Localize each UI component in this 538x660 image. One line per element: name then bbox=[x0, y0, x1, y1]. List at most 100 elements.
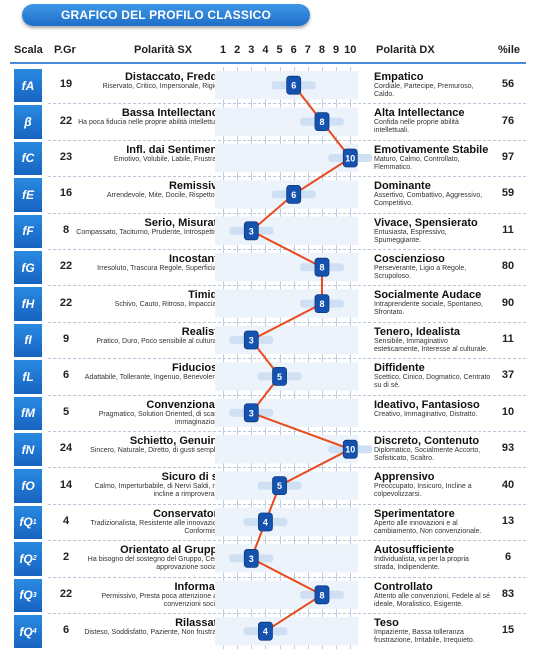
score-marker-label: 3 bbox=[249, 336, 254, 346]
pole-left-description: Arrendevole, Mite, Docile, Rispettoso. bbox=[106, 192, 224, 200]
percentile-value: 83 bbox=[501, 587, 515, 600]
pole-right-description: Perseverante, Ligio a Regole, Scrupoloso… bbox=[374, 265, 467, 280]
scale-label: fQ 1 bbox=[14, 505, 42, 540]
row-separator bbox=[48, 176, 526, 178]
pole-left: Incostante Irresoluto, Trascura Regole, S… bbox=[76, 253, 224, 273]
row-separator bbox=[48, 467, 526, 469]
pole-right-title: Ideativo, Fantasioso bbox=[374, 398, 480, 411]
score-marker: 8 bbox=[314, 294, 330, 314]
pole-left-description: Adattabile, Tollerante, Ingenuo, Benevol… bbox=[84, 374, 224, 382]
pole-right: Ideativo, Fantasioso Creativo, Immaginati… bbox=[374, 399, 492, 419]
score-marker: 3 bbox=[243, 330, 259, 350]
score-marker-label: 10 bbox=[345, 445, 355, 455]
pole-right: Alta Intellectance Confida nelle proprie … bbox=[374, 107, 492, 135]
scale-label: fC bbox=[14, 141, 42, 176]
scale-label: fI bbox=[14, 323, 42, 358]
raw-score: 22 bbox=[59, 296, 73, 309]
scale-label: β bbox=[14, 105, 42, 139]
raw-score: 19 bbox=[59, 78, 73, 91]
score-marker-label: 3 bbox=[249, 226, 254, 236]
x-tick-label: 1 bbox=[219, 44, 227, 56]
pole-left-title: Sicuro di sé bbox=[161, 471, 224, 484]
pole-right-description: Scettico, Cinico, Dogmatico, Centrato su… bbox=[374, 374, 491, 390]
header-percentile: %ile bbox=[498, 44, 521, 56]
pole-right: Tenero, Idealista Sensibile, Immaginativo… bbox=[374, 326, 492, 354]
pole-right: Vivace, Spensierato Entusiasta, Espressiv… bbox=[374, 217, 492, 245]
pole-left-description: Ha poca fiducia nelle proprie abilità in… bbox=[78, 119, 224, 127]
pole-right-description: Creativo, Immaginativo, Distratto. bbox=[374, 410, 478, 418]
score-marker-label: 8 bbox=[319, 117, 324, 127]
pole-left-description: Sincero, Naturale, Diretto, di gusti sem… bbox=[90, 447, 224, 454]
pole-right: Apprensivo Preoccupato, Insicuro, Incline… bbox=[374, 471, 492, 499]
x-tick-label: 3 bbox=[248, 44, 255, 56]
pole-left: Orientato al Gruppo Ha bisogno del sosteg… bbox=[76, 544, 224, 572]
pole-right: Diffidente Scettico, Cinico, Dogmatico, C… bbox=[374, 362, 492, 390]
pole-right-title: Diffidente bbox=[374, 362, 425, 375]
pole-left-title: Bassa Intellectance bbox=[121, 107, 224, 120]
pole-right-title: Discreto, Contenuto bbox=[374, 435, 480, 447]
raw-score: 4 bbox=[62, 515, 70, 527]
raw-score: 14 bbox=[59, 478, 73, 491]
scale-label: fG bbox=[14, 251, 42, 285]
x-tick-label: 7 bbox=[304, 44, 311, 56]
pole-right-title: Controllato bbox=[374, 580, 433, 593]
pole-left: Fiducioso Adattabile, Tollerante, Ingenuo… bbox=[76, 362, 224, 382]
x-tick-label: 10 bbox=[344, 44, 357, 56]
scale-label: fE bbox=[14, 178, 42, 212]
header-polarita-dx: Polarità DX bbox=[376, 44, 435, 56]
pole-left: Sicuro di sé Calmo, Imperturbabile, di Ne… bbox=[76, 471, 224, 499]
scale-label: fQ 4 bbox=[14, 615, 42, 649]
score-marker-label: 4 bbox=[263, 518, 268, 528]
score-marker: 6 bbox=[286, 184, 302, 204]
percentile-value: 15 bbox=[501, 624, 515, 637]
row-separator bbox=[48, 212, 526, 214]
pole-left-title: Realista bbox=[181, 325, 224, 338]
x-tick-label: 4 bbox=[262, 44, 269, 56]
pole-right-description: Individualista, va per la propria strada… bbox=[374, 556, 469, 572]
score-marker-label: 6 bbox=[291, 81, 296, 91]
pole-left-title: Orientato al Gruppo bbox=[120, 544, 224, 557]
pole-left-title: Remissivo bbox=[168, 180, 224, 193]
row-separator bbox=[48, 540, 526, 542]
pole-left-description: Calmo, Imperturbabile, di Nervi Saldi, n… bbox=[94, 483, 224, 499]
percentile-value: 59 bbox=[501, 187, 515, 200]
scale-label: fQ 3 bbox=[14, 578, 42, 612]
score-marker-label: 5 bbox=[277, 481, 282, 491]
score-marker-label: 3 bbox=[249, 554, 254, 564]
score-marker: 10 bbox=[342, 148, 358, 168]
score-marker: 3 bbox=[243, 403, 259, 423]
score-marker: 5 bbox=[272, 366, 287, 386]
percentile-value: 6 bbox=[504, 551, 512, 564]
percentile-value: 80 bbox=[501, 260, 515, 273]
pole-left-description: Riservato, Critico, Impersonale, Rigido. bbox=[102, 83, 224, 90]
pole-right-title: Emotivamente Stabile bbox=[374, 143, 489, 156]
pole-right: Dominante Assertivo, Combattivo, Aggressi… bbox=[374, 180, 492, 208]
pole-left: Informale Permissivo, Presta poca attenzi… bbox=[76, 581, 224, 609]
raw-score: 22 bbox=[59, 114, 73, 127]
score-marker: 3 bbox=[243, 549, 259, 568]
pole-left: Schietto, Genuino Sincero, Naturale, Dire… bbox=[76, 435, 224, 455]
pole-left-title: Incostante bbox=[168, 253, 224, 265]
percentile-value: 11 bbox=[502, 223, 514, 236]
raw-score: 9 bbox=[62, 333, 70, 345]
header-polarita-sx: Polarità SX bbox=[134, 44, 193, 56]
scale-label: fM bbox=[14, 396, 42, 430]
pole-left-description: Schivo, Cauto, Ritroso, Impacciato. bbox=[114, 301, 224, 309]
pole-right-title: Teso bbox=[374, 617, 399, 629]
pole-right-title: Apprensivo bbox=[374, 471, 435, 484]
pole-left-description: Tradizionalista, Resistente alle innovaz… bbox=[90, 519, 224, 535]
raw-score: 6 bbox=[62, 624, 70, 637]
pole-left: Convenzionale Pragmatico, Solution Orient… bbox=[76, 399, 224, 427]
raw-score: 24 bbox=[59, 442, 73, 455]
percentile-value: 10 bbox=[501, 405, 515, 418]
pole-right-description: Entusiasta, Espressivo, Spumeggiante. bbox=[374, 228, 447, 244]
pole-left-description: Disteso, Soddisfatto, Paziente, Non frus… bbox=[84, 629, 224, 636]
row-separator bbox=[48, 285, 526, 287]
pole-right: Sperimentatore Aperto alle innovazioni e … bbox=[374, 508, 492, 536]
chart-title: GRAFICO DEL PROFILO CLASSICO bbox=[22, 4, 310, 26]
pole-right-description: Confida nelle proprie abilità intellettu… bbox=[374, 119, 459, 135]
pole-right-description: Maturo, Calmo, Controllato, Flemmatico. bbox=[374, 155, 460, 171]
score-marker: 8 bbox=[314, 112, 330, 131]
row-separator bbox=[48, 613, 526, 614]
